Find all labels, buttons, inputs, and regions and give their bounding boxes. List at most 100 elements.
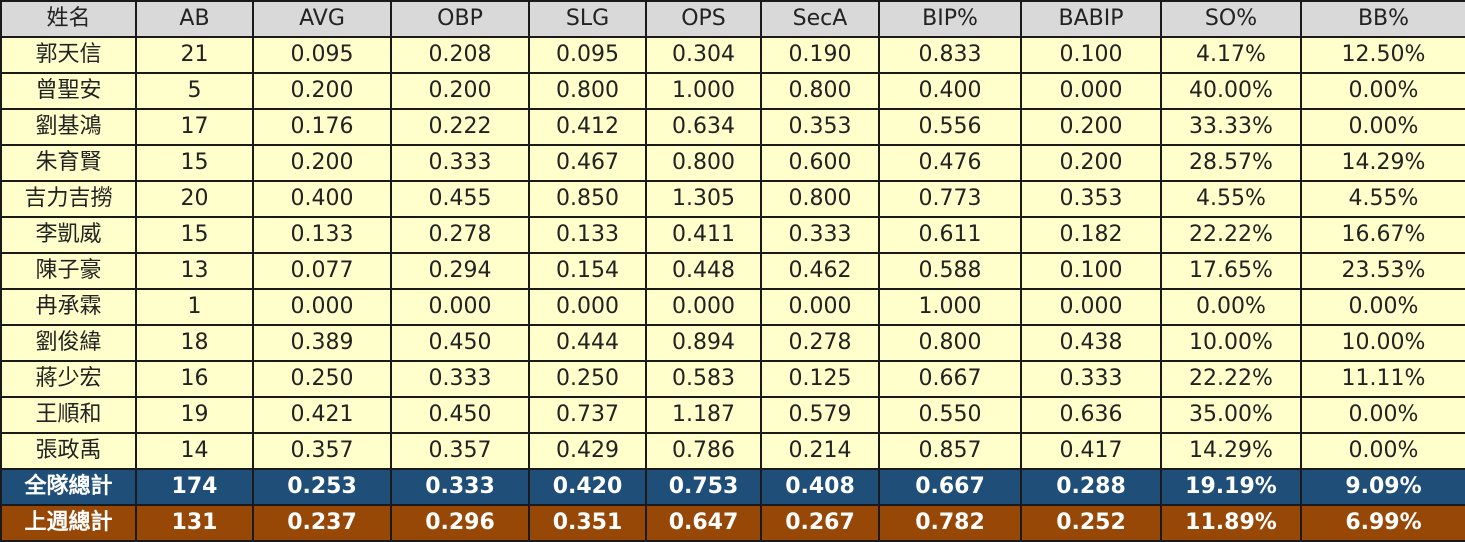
total-cell: 0.237: [252, 504, 392, 542]
cell: 0.353: [760, 108, 880, 146]
player-row: 陳子豪 13 0.077 0.294 0.154 0.448 0.462 0.588 0.100…: [0, 252, 1465, 290]
cell: 0.208: [390, 36, 530, 74]
cell: 0.190: [760, 36, 880, 74]
cell: 0.133: [528, 216, 647, 254]
cell: 18: [135, 324, 254, 362]
cell: 12.50%: [1300, 36, 1465, 74]
table-head: 姓名 AB AVG OBP SLG OPS SecA BIP% BABIP SO% BB%: [0, 0, 1465, 38]
header-cell: SecA: [760, 0, 880, 38]
cell: 0.00%: [1300, 396, 1465, 434]
cell: 0.800: [878, 324, 1022, 362]
cell: 0.154: [528, 252, 647, 290]
cell: 0.100: [1020, 36, 1162, 74]
cell: 13: [135, 252, 254, 290]
cell: 0.412: [528, 108, 647, 146]
cell: 0.411: [645, 216, 762, 254]
cell: 0.800: [528, 72, 647, 110]
total-cell: 0.252: [1020, 504, 1162, 542]
cell: 0.077: [252, 252, 392, 290]
cell: 22.22%: [1160, 216, 1302, 254]
cell: 0.556: [878, 108, 1022, 146]
player-row: 蔣少宏 16 0.250 0.333 0.250 0.583 0.125 0.667 0.333…: [0, 360, 1465, 398]
cell: 0.450: [390, 396, 530, 434]
total-row: 上週總計 131 0.237 0.296 0.351 0.647 0.267 0.782 0.2…: [0, 504, 1465, 542]
cell: 0.786: [645, 432, 762, 470]
cell: 朱育賢: [0, 144, 137, 182]
cell: 14.29%: [1160, 432, 1302, 470]
cell: 0.389: [252, 324, 392, 362]
header-cell: SLG: [528, 0, 647, 38]
cell: 0.429: [528, 432, 647, 470]
cell: 0.455: [390, 180, 530, 218]
cell: 0.000: [252, 288, 392, 326]
cell: 0.214: [760, 432, 880, 470]
total-cell: 19.19%: [1160, 468, 1302, 506]
cell: 0.000: [390, 288, 530, 326]
total-cell: 0.333: [390, 468, 530, 506]
cell: 0.400: [878, 72, 1022, 110]
cell: 0.278: [760, 324, 880, 362]
cell: 33.33%: [1160, 108, 1302, 146]
player-row: 劉基鴻 17 0.176 0.222 0.412 0.634 0.353 0.556 0.200…: [0, 108, 1465, 146]
total-cell: 0.288: [1020, 468, 1162, 506]
cell: 0.450: [390, 324, 530, 362]
cell: 0.00%: [1300, 108, 1465, 146]
cell: 0.636: [1020, 396, 1162, 434]
cell: 0.200: [390, 72, 530, 110]
cell: 1.187: [645, 396, 762, 434]
cell: 0.000: [528, 288, 647, 326]
cell: 0.600: [760, 144, 880, 182]
cell: 0.353: [1020, 180, 1162, 218]
cell: 0.250: [252, 360, 392, 398]
total-cell: 0.296: [390, 504, 530, 542]
cell: 0.182: [1020, 216, 1162, 254]
cell: 1.000: [645, 72, 762, 110]
cell: 0.800: [760, 180, 880, 218]
cell: 0.357: [252, 432, 392, 470]
cell: 0.444: [528, 324, 647, 362]
cell: 0.333: [1020, 360, 1162, 398]
cell: 10.00%: [1160, 324, 1302, 362]
cell: 0.100: [1020, 252, 1162, 290]
cell: 0.417: [1020, 432, 1162, 470]
cell: 17: [135, 108, 254, 146]
cell: 0.000: [1020, 72, 1162, 110]
cell: 0.583: [645, 360, 762, 398]
cell: 20: [135, 180, 254, 218]
player-row: 王順和 19 0.421 0.450 0.737 1.187 0.579 0.550 0.636…: [0, 396, 1465, 434]
cell: 0.857: [878, 432, 1022, 470]
cell: 0.737: [528, 396, 647, 434]
cell: 0.894: [645, 324, 762, 362]
cell: 0.095: [252, 36, 392, 74]
cell: 0.833: [878, 36, 1022, 74]
cell: 張政禹: [0, 432, 137, 470]
total-cell: 全隊總計: [0, 468, 137, 506]
total-cell: 0.408: [760, 468, 880, 506]
cell: 0.800: [760, 72, 880, 110]
cell: 5: [135, 72, 254, 110]
cell: 4.17%: [1160, 36, 1302, 74]
cell: 0.357: [390, 432, 530, 470]
cell: 0.200: [1020, 144, 1162, 182]
cell: 0.00%: [1300, 432, 1465, 470]
header-cell: OBP: [390, 0, 530, 38]
cell: 0.200: [252, 72, 392, 110]
cell: 0.333: [760, 216, 880, 254]
player-row: 郭天信 21 0.095 0.208 0.095 0.304 0.190 0.833 0.100…: [0, 36, 1465, 74]
cell: 0.250: [528, 360, 647, 398]
cell: 0.634: [645, 108, 762, 146]
header-cell: BABIP: [1020, 0, 1162, 38]
cell: 0.438: [1020, 324, 1162, 362]
cell: 李凱威: [0, 216, 137, 254]
cell: 1.305: [645, 180, 762, 218]
cell: 35.00%: [1160, 396, 1302, 434]
cell: 0.800: [645, 144, 762, 182]
cell: 16.67%: [1300, 216, 1465, 254]
total-cell: 11.89%: [1160, 504, 1302, 542]
cell: 40.00%: [1160, 72, 1302, 110]
cell: 14: [135, 432, 254, 470]
total-cell: 6.99%: [1300, 504, 1465, 542]
player-row: 冉承霖 1 0.000 0.000 0.000 0.000 0.000 1.000 0.000 0…: [0, 288, 1465, 326]
header-row: 姓名 AB AVG OBP SLG OPS SecA BIP% BABIP SO% BB%: [0, 0, 1465, 38]
